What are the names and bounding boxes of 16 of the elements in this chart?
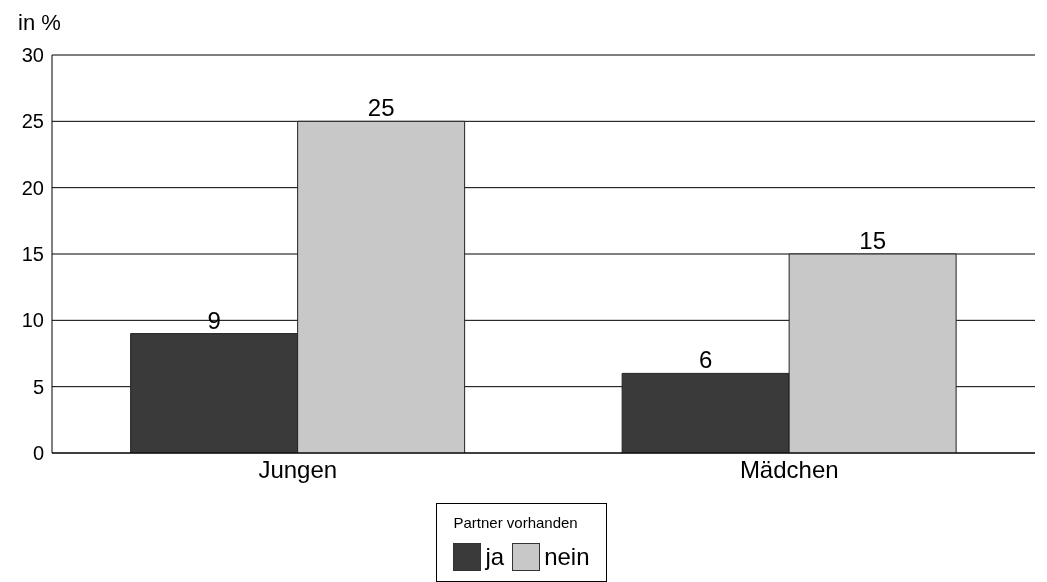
legend-label: ja xyxy=(485,543,505,571)
data-label: 15 xyxy=(859,227,886,254)
y-tick-label: 5 xyxy=(32,375,44,398)
legend-title: Partner vorhanden xyxy=(453,514,579,531)
x-tick-label: Mädchen xyxy=(739,456,839,484)
y-tick-label: 20 xyxy=(21,176,44,199)
y-tick-label: 15 xyxy=(21,243,44,266)
y-tick-label: 0 xyxy=(32,442,44,465)
x-tick-label: Jungen xyxy=(258,456,338,484)
y-tick-label: 25 xyxy=(21,110,44,133)
data-label: 6 xyxy=(698,346,713,374)
y-axis-title: in % xyxy=(18,10,61,36)
y-tick-label: 30 xyxy=(21,44,44,67)
data-label: 25 xyxy=(367,94,395,122)
y-tick-label: 10 xyxy=(21,309,44,332)
legend-label: nein xyxy=(544,543,590,571)
